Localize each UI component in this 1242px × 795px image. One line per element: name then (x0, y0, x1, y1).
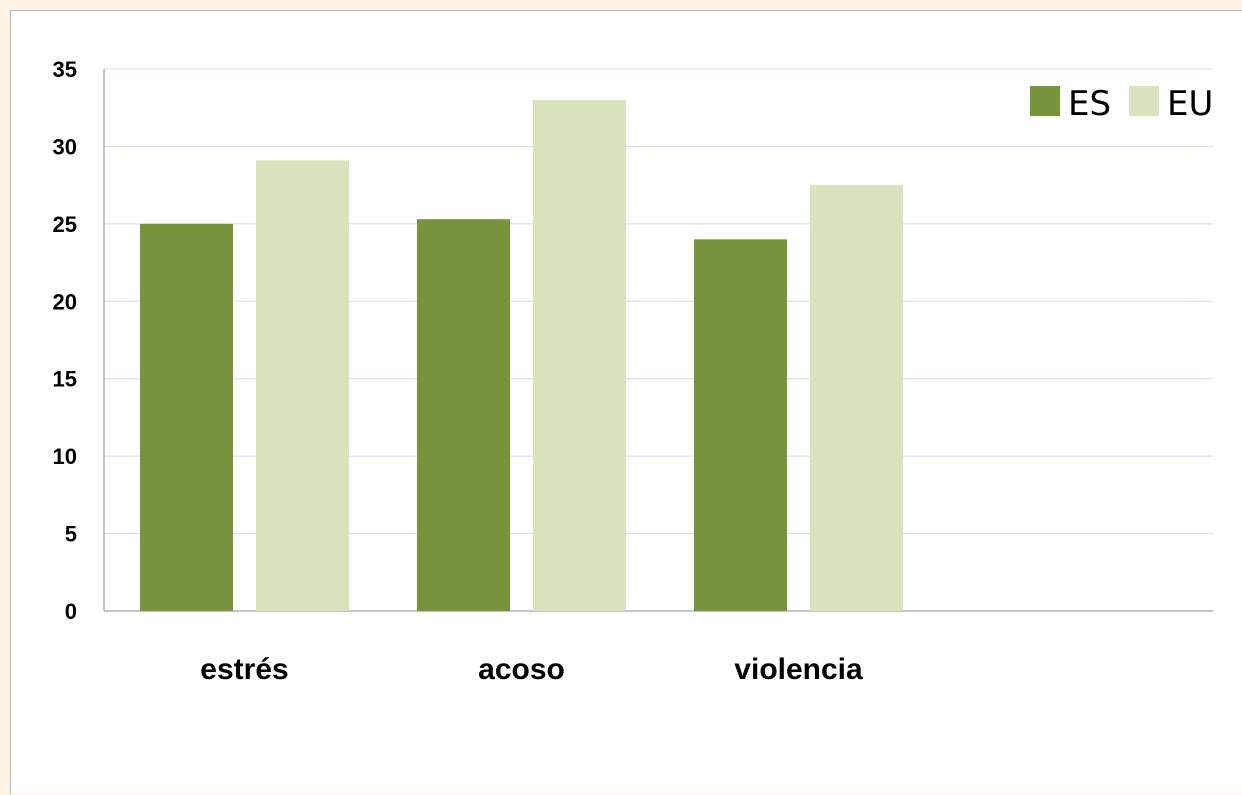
y-tick-label: 20 (53, 289, 77, 314)
y-tick-label: 25 (53, 212, 77, 237)
bar-chart: 0 5 10 15 20 25 30 35 estrés acoso violencia ES EU (53, 57, 1214, 686)
legend-label-eu: EU (1167, 84, 1213, 124)
category-label: violencia (734, 653, 863, 686)
bar-es-1 (417, 219, 510, 611)
bar-es-0 (140, 223, 233, 611)
category-label: acoso (478, 653, 565, 686)
chart-frame: 0 5 10 15 20 25 30 35 estrés acoso violencia ES EU (10, 10, 1242, 794)
y-tick-label: 35 (53, 57, 77, 82)
y-tick-label: 30 (53, 134, 77, 159)
y-tick-label: 0 (65, 599, 77, 624)
y-tick-label: 5 (65, 522, 77, 547)
bar-eu-1 (533, 99, 626, 611)
category-label: estrés (200, 653, 288, 686)
bar-es-2 (694, 239, 787, 612)
legend-swatch-eu (1129, 86, 1159, 116)
y-tick-label: 10 (53, 444, 77, 469)
legend-label-es: ES (1068, 84, 1111, 124)
y-tick-label: 15 (53, 367, 77, 392)
bar-eu-2 (810, 185, 903, 611)
bar-eu-0 (256, 160, 349, 611)
legend-swatch-es (1030, 86, 1060, 116)
